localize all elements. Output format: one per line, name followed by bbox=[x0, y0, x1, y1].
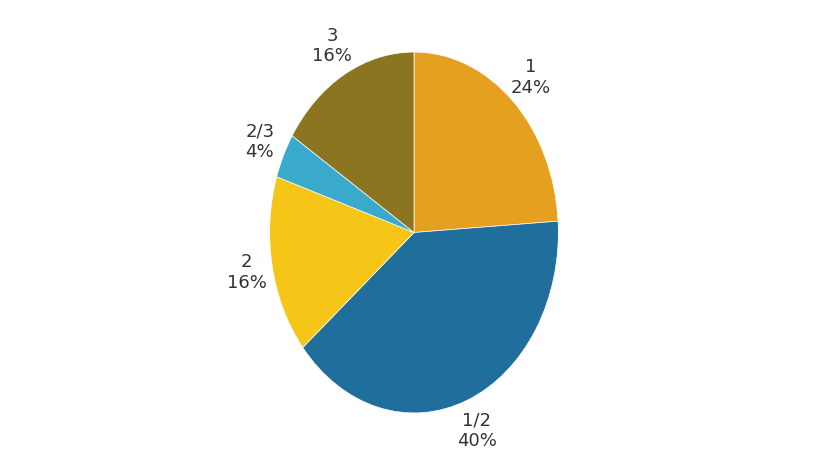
Wedge shape bbox=[414, 52, 557, 232]
Wedge shape bbox=[292, 52, 414, 232]
Text: 3
16%: 3 16% bbox=[312, 27, 351, 65]
Wedge shape bbox=[276, 136, 414, 232]
Wedge shape bbox=[303, 221, 557, 413]
Text: 2
16%: 2 16% bbox=[227, 253, 266, 292]
Text: 2/3
4%: 2/3 4% bbox=[245, 122, 274, 161]
Text: 1/2
40%: 1/2 40% bbox=[457, 411, 496, 450]
Text: 1
24%: 1 24% bbox=[510, 58, 550, 97]
Wedge shape bbox=[270, 177, 414, 347]
